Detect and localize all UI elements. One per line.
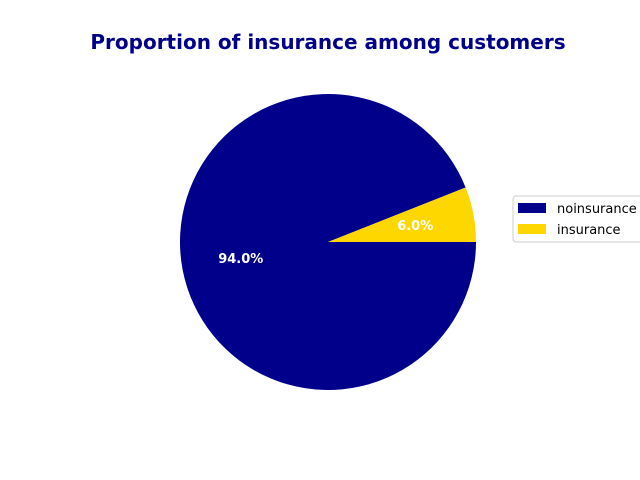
- pie-slice-label-insurance: 6.0%: [397, 219, 433, 234]
- pie-slice-labels: 94.0% 6.0%: [218, 219, 433, 267]
- legend-label-noinsurance: noinsurance: [557, 202, 637, 217]
- pie-slice-label-noinsurance: 94.0%: [218, 252, 263, 267]
- legend-swatch-noinsurance: [518, 203, 546, 213]
- legend-label-insurance: insurance: [557, 223, 621, 238]
- legend-swatch-insurance: [518, 224, 546, 234]
- legend: noinsurance insurance: [512, 195, 640, 243]
- pie-slices: [180, 93, 476, 390]
- pie-slice-noinsurance: [180, 93, 476, 390]
- pie-slice-insurance: [328, 187, 476, 242]
- chart-title: Proportion of insurance among customers: [90, 30, 565, 54]
